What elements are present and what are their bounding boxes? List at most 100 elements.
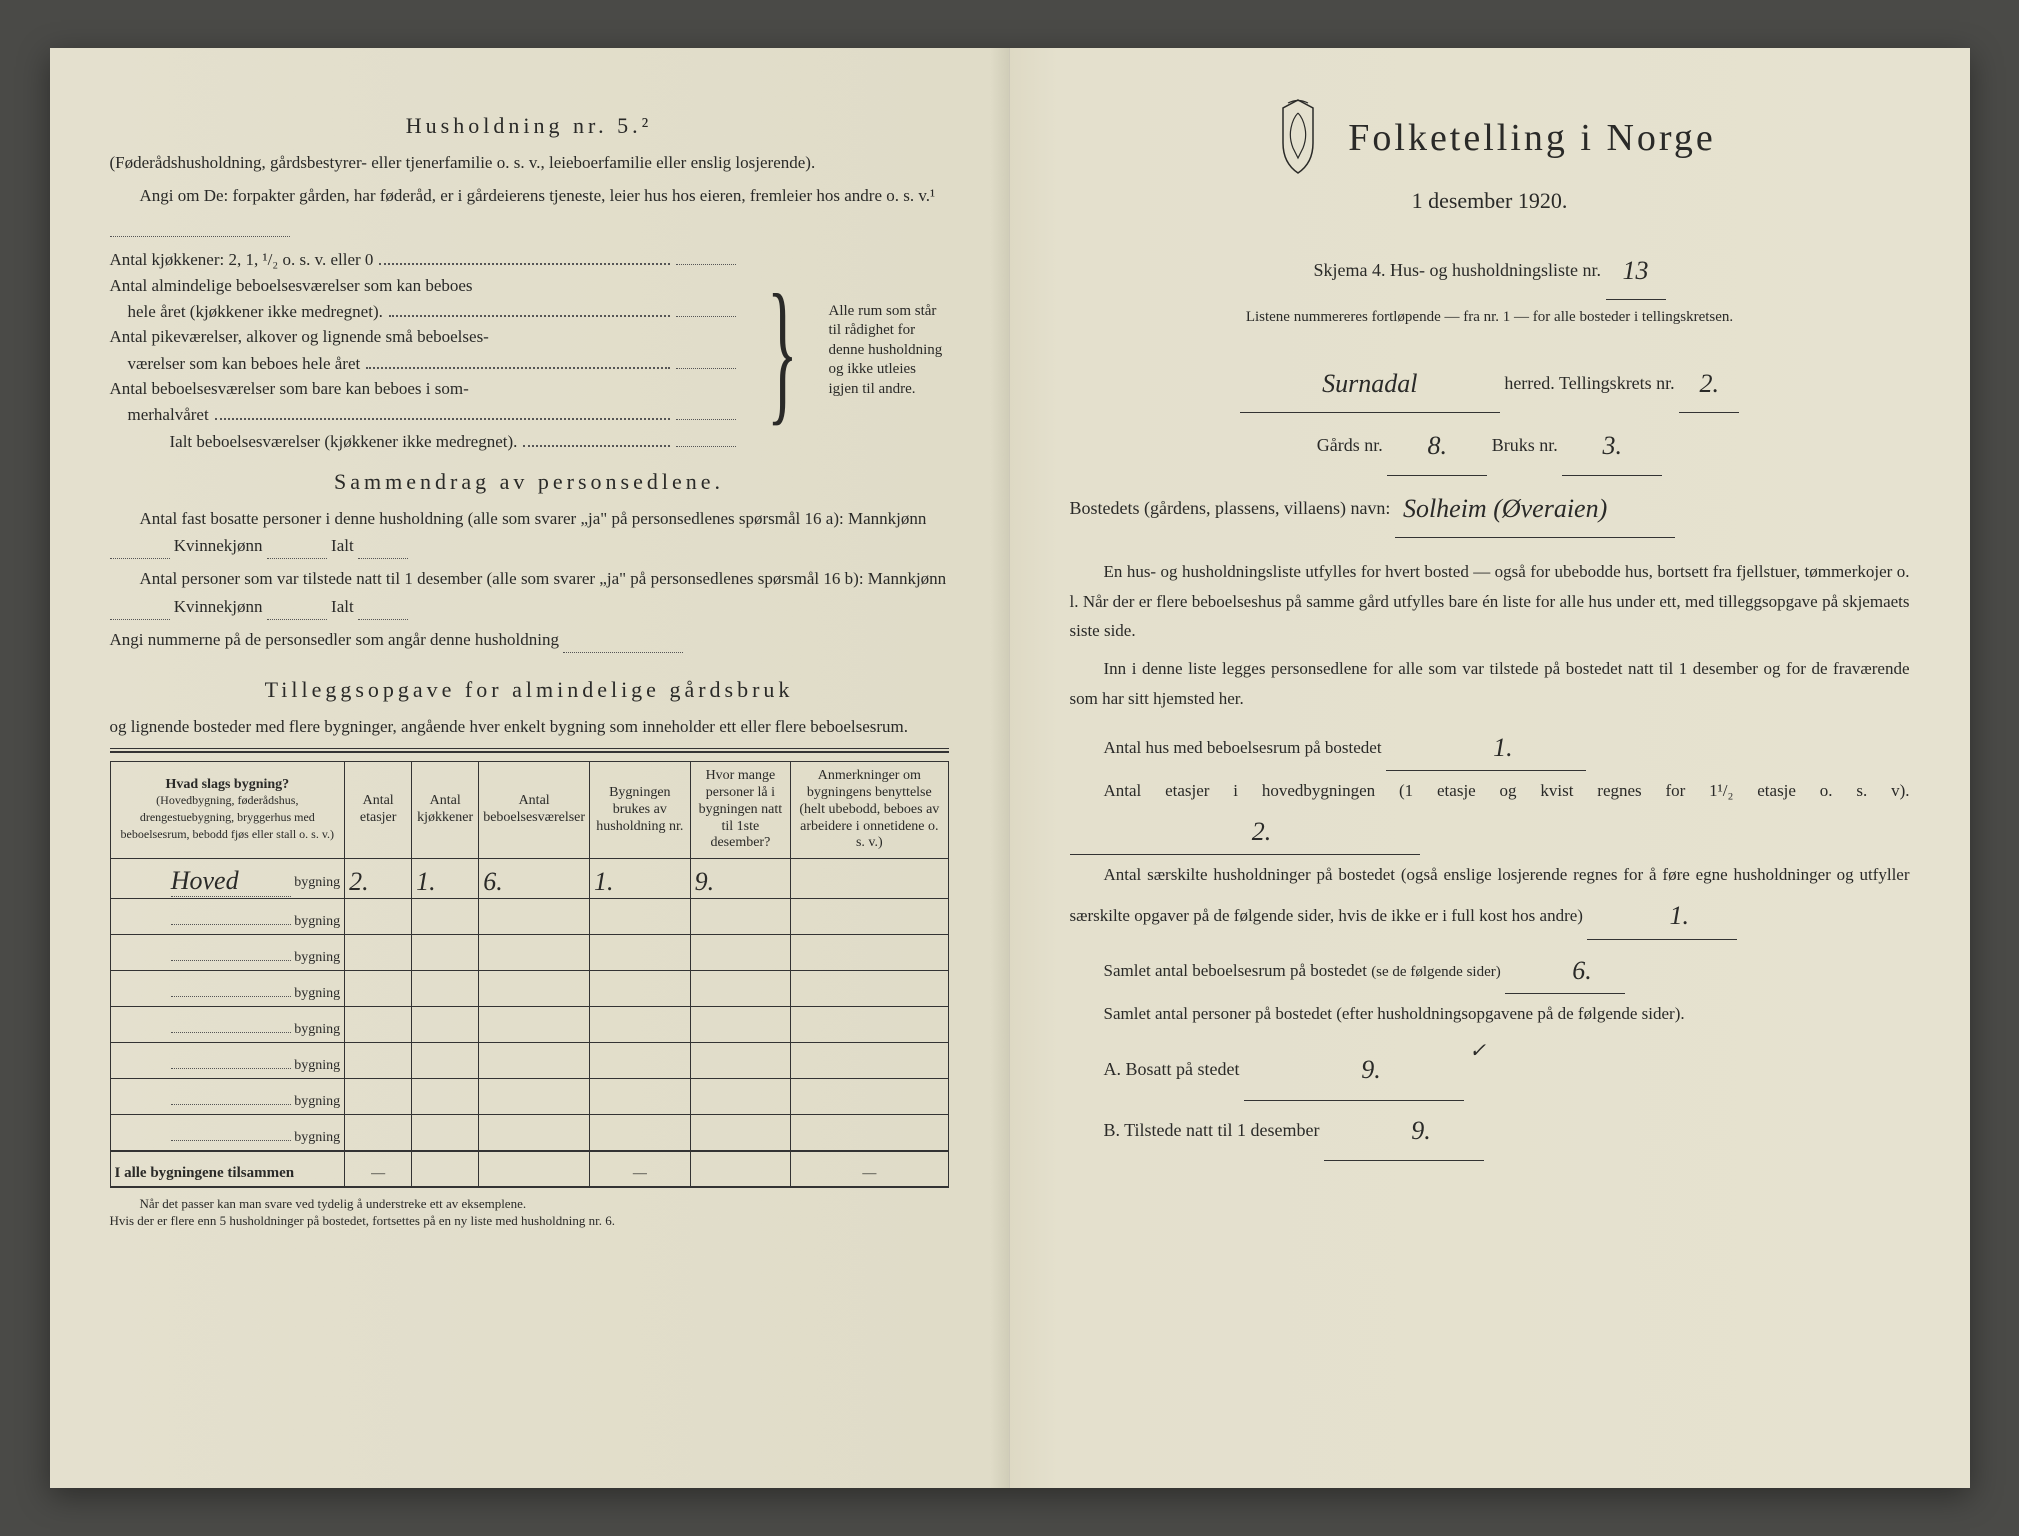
row6-c6[interactable] <box>690 1043 791 1079</box>
row1-beboelser[interactable]: 6. <box>479 859 590 899</box>
row6-c5[interactable] <box>590 1043 691 1079</box>
kjokken-f5[interactable] <box>676 428 736 447</box>
q4-value[interactable]: 6. <box>1505 948 1625 995</box>
row7-c6[interactable] <box>690 1079 791 1115</box>
row3-c4[interactable] <box>479 935 590 971</box>
row4-c3[interactable] <box>412 971 479 1007</box>
sp1-kvk[interactable] <box>267 541 327 560</box>
sp1-ialt[interactable] <box>358 541 408 560</box>
qA-value[interactable]: 9. <box>1244 1040 1464 1101</box>
row8-c7[interactable] <box>791 1115 948 1151</box>
row8-c5[interactable] <box>590 1115 691 1151</box>
row2-bygning: bygning <box>294 914 340 929</box>
row5-c6[interactable] <box>690 1007 791 1043</box>
row2-c4[interactable] <box>479 899 590 935</box>
right-page: Folketelling i Norge 1 desember 1920. Sk… <box>1010 48 1970 1488</box>
row4-label[interactable]: bygning <box>110 971 345 1007</box>
row2-c2[interactable] <box>345 899 412 935</box>
total-c3[interactable] <box>412 1151 479 1187</box>
row8-c6[interactable] <box>690 1115 791 1151</box>
row5-c5[interactable] <box>590 1007 691 1043</box>
row2-c7[interactable] <box>791 899 948 935</box>
row8-bygning: bygning <box>294 1130 340 1145</box>
row1-husholdning[interactable]: 1. <box>590 859 691 899</box>
row5-c7[interactable] <box>791 1007 948 1043</box>
bosted-value[interactable]: Solheim (Øveraien) <box>1395 480 1675 538</box>
row5-c3[interactable] <box>412 1007 479 1043</box>
row5-label[interactable]: bygning <box>110 1007 345 1043</box>
krets-value[interactable]: 2. <box>1679 355 1739 413</box>
right-title: Folketelling i Norge <box>1348 116 1716 160</box>
row6-c2[interactable] <box>345 1043 412 1079</box>
sp1-ialt-label: Ialt <box>331 536 354 555</box>
row4-c4[interactable] <box>479 971 590 1007</box>
row2-c3[interactable] <box>412 899 479 935</box>
sp2-kvk[interactable] <box>267 601 327 620</box>
kjokken-l2b: hele året (kjøkkener ikke medregnet). <box>110 299 383 325</box>
skjema-value[interactable]: 13 <box>1606 242 1666 300</box>
bruks-value[interactable]: 3. <box>1562 417 1662 475</box>
gard-value[interactable]: 8. <box>1387 417 1487 475</box>
qB-value[interactable]: 9. <box>1324 1101 1484 1162</box>
row5-c2[interactable] <box>345 1007 412 1043</box>
sp3-field[interactable] <box>563 634 683 653</box>
row3-c7[interactable] <box>791 935 948 971</box>
kjokken-f2[interactable] <box>676 298 736 317</box>
angi-field[interactable] <box>110 218 290 237</box>
row8-c2[interactable] <box>345 1115 412 1151</box>
kjokken-f3[interactable] <box>676 350 736 369</box>
row4-c2[interactable] <box>345 971 412 1007</box>
row6-c4[interactable] <box>479 1043 590 1079</box>
row5-c4[interactable] <box>479 1007 590 1043</box>
q1-value[interactable]: 1. <box>1386 725 1586 772</box>
row3-c3[interactable] <box>412 935 479 971</box>
row7-c7[interactable] <box>791 1079 948 1115</box>
q2-value[interactable]: 2. <box>1070 809 1420 856</box>
sp2-kvk-label: Kvinnekjønn <box>174 597 263 616</box>
husholdning-title: Husholdning nr. 5.² <box>110 113 949 139</box>
q4-line: Samlet antal beboelsesrum på bostedet (s… <box>1070 945 1910 992</box>
row8-label[interactable]: bygning <box>110 1115 345 1151</box>
sp1-mann[interactable] <box>110 541 170 560</box>
row2-c6[interactable] <box>690 899 791 935</box>
row6-label[interactable]: bygning <box>110 1043 345 1079</box>
row6-c7[interactable] <box>791 1043 948 1079</box>
row3-c6[interactable] <box>690 935 791 971</box>
row7-c5[interactable] <box>590 1079 691 1115</box>
row1-personer[interactable]: 9. <box>690 859 791 899</box>
row8-c4[interactable] <box>479 1115 590 1151</box>
row2-c5[interactable] <box>590 899 691 935</box>
row1-label[interactable]: Hoved bygning <box>110 859 345 899</box>
sp2-mann[interactable] <box>110 601 170 620</box>
sp2-ialt[interactable] <box>358 601 408 620</box>
row1-etasjer[interactable]: 2. <box>345 859 412 899</box>
kjokken-f4[interactable] <box>676 402 736 421</box>
row4-c7[interactable] <box>791 971 948 1007</box>
row2-label[interactable]: bygning <box>110 899 345 935</box>
q1-line: Antal hus med beboelsesrum på bostedet 1… <box>1070 722 1910 769</box>
right-header: Folketelling i Norge <box>1070 98 1910 178</box>
row8-c3[interactable] <box>412 1115 479 1151</box>
row4-c5[interactable] <box>590 971 691 1007</box>
skjema-label: Skjema 4. Hus- og husholdningsliste nr. <box>1314 260 1602 280</box>
row4-c6[interactable] <box>690 971 791 1007</box>
row3-label[interactable]: bygning <box>110 935 345 971</box>
sammendrag-p3: Angi nummerne på de personsedler som ang… <box>110 626 949 653</box>
row7-c2[interactable] <box>345 1079 412 1115</box>
row7-c3[interactable] <box>412 1079 479 1115</box>
row7-c4[interactable] <box>479 1079 590 1115</box>
row3-c5[interactable] <box>590 935 691 971</box>
row7-label[interactable]: bygning <box>110 1079 345 1115</box>
th-col1-main: Hvad slags bygning? <box>165 777 289 792</box>
q3-value[interactable]: 1. <box>1587 893 1737 940</box>
total-c6[interactable] <box>690 1151 791 1187</box>
q3-line: Antal særskilte husholdninger på bostede… <box>1070 860 1910 936</box>
kjokken-f1[interactable] <box>676 247 736 266</box>
total-c4[interactable] <box>479 1151 590 1187</box>
right-subtitle: 1 desember 1920. <box>1070 188 1910 214</box>
row3-c2[interactable] <box>345 935 412 971</box>
row6-c3[interactable] <box>412 1043 479 1079</box>
row1-kjokkener[interactable]: 1. <box>412 859 479 899</box>
herred-value[interactable]: Surnadal <box>1240 355 1500 413</box>
row1-anm[interactable] <box>791 859 948 899</box>
